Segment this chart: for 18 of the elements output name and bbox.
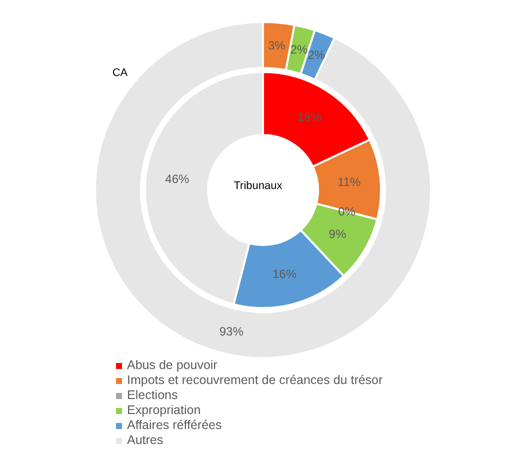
data-label: 2% <box>290 42 308 57</box>
slice-label: Tribunaux <box>234 180 283 192</box>
data-label: 9% <box>328 227 346 242</box>
data-label: 3% <box>268 38 286 53</box>
data-label: 18% <box>297 110 322 124</box>
legend-label: Elections <box>127 388 178 403</box>
data-label: 46% <box>165 172 190 186</box>
data-label: 16% <box>272 266 297 281</box>
text: 0% <box>338 204 356 219</box>
legend-label: Abus de pouvoir <box>127 358 218 373</box>
data-label: 93% <box>219 324 244 339</box>
data-label: 2% <box>308 48 326 62</box>
legend-label: Expropriation <box>127 403 201 418</box>
legend-label: Impots et recouvrement de créances du trésor <box>127 373 383 388</box>
legend-label: Affaires réfférées <box>127 418 222 433</box>
data-label: 11% <box>338 174 362 189</box>
slice-label: CA <box>112 67 128 79</box>
legend-label: Autres <box>127 433 164 448</box>
